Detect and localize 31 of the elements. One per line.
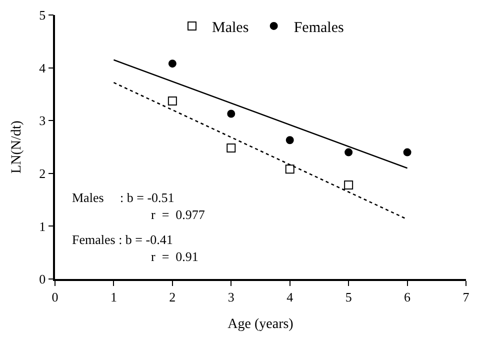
x-tick-label: 6 xyxy=(404,289,412,304)
annotation: r = 0.91 xyxy=(151,249,198,264)
point xyxy=(344,180,354,190)
x-tick-label: 5 xyxy=(345,289,352,304)
point xyxy=(227,110,236,118)
x-axis-title: Age (years) xyxy=(228,317,294,332)
annotation: Males : b = -0.51 xyxy=(72,190,174,205)
x-tick-label: 0 xyxy=(52,289,58,304)
y-tick-label: 0 xyxy=(39,272,46,287)
annotation: r = 0.977 xyxy=(151,207,206,222)
y-tick-label: 1 xyxy=(39,218,46,234)
y-tick-label: 5 xyxy=(39,8,46,23)
point xyxy=(286,136,294,144)
point xyxy=(168,60,176,68)
legend-label: Females xyxy=(294,20,344,36)
y-axis-title: LN(N/dt) xyxy=(9,120,24,174)
point xyxy=(344,148,353,156)
annotation: Females : b = -0.41 xyxy=(72,232,173,247)
legend-label: Males xyxy=(212,20,249,36)
y-tick-label: 2 xyxy=(39,166,46,181)
x-tick-label: 7 xyxy=(462,289,470,304)
y-tick-label: 3 xyxy=(39,113,46,128)
x-tick-label: 2 xyxy=(169,289,176,304)
x-tick-label: 3 xyxy=(228,289,234,304)
point xyxy=(168,96,177,106)
point xyxy=(226,144,236,153)
x-tick-label: 1 xyxy=(110,289,117,304)
y-tick-label: 4 xyxy=(39,60,46,76)
point xyxy=(285,164,294,174)
x-tick-label: 4 xyxy=(286,289,294,304)
point xyxy=(403,148,412,156)
